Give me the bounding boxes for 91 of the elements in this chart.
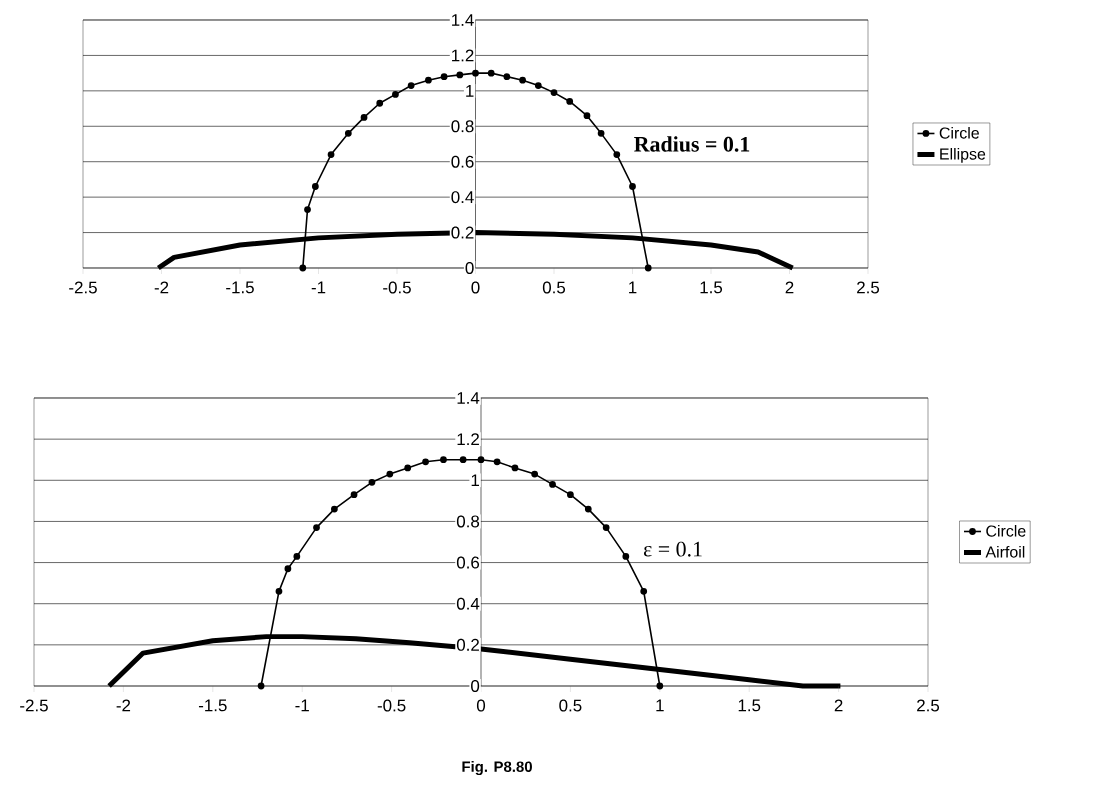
point	[644, 264, 652, 272]
point	[407, 82, 415, 89]
point	[299, 264, 307, 272]
x-tick-label: 0.5	[542, 281, 566, 294]
y-tick-label: 0	[471, 680, 480, 692]
x-tick-label: -0.5	[383, 281, 411, 294]
point	[360, 114, 368, 121]
point	[311, 183, 319, 190]
point	[368, 478, 376, 486]
point	[640, 587, 648, 595]
y-tick-label: 1.4	[457, 392, 480, 404]
point	[656, 682, 664, 690]
point	[531, 470, 539, 478]
point	[519, 76, 526, 84]
y-tick-label: 0.8	[451, 120, 474, 133]
point	[477, 456, 485, 464]
x-tick-label: 0.5	[559, 699, 582, 712]
point	[376, 99, 384, 107]
point	[503, 73, 511, 81]
point	[331, 505, 338, 513]
x-tick-label: 1.5	[700, 281, 723, 294]
y-tick-label: 1.2	[452, 49, 474, 62]
x-tick-label: -2	[154, 281, 169, 294]
point	[534, 82, 542, 89]
point	[511, 464, 519, 472]
x-tick-label: 1	[656, 699, 664, 712]
point	[440, 456, 447, 464]
y-tick-label: 0.6	[451, 155, 474, 168]
y-tick-label: 1.2	[457, 433, 479, 446]
point	[293, 553, 301, 560]
legend-label: Ellipse	[940, 147, 986, 163]
point	[584, 505, 592, 513]
annotation: Radius = 0.1	[634, 136, 750, 152]
point	[440, 73, 448, 81]
x-tick-label: -1.5	[198, 699, 227, 712]
point	[350, 491, 358, 499]
y-tick-label: 0.4	[451, 191, 474, 204]
y-tick-label: 1	[471, 474, 479, 487]
y-tick-label: 1	[466, 85, 474, 97]
x-tick-label: -1	[295, 699, 309, 712]
legend-label: Circle	[986, 524, 1026, 537]
y-tick-label: 0.6	[456, 556, 480, 569]
point	[275, 587, 283, 595]
x-tick-label: -1.5	[226, 281, 254, 294]
point	[622, 553, 630, 560]
x-tick-label: -2.5	[20, 699, 48, 712]
point	[566, 98, 574, 105]
y-tick-label: 0.8	[456, 515, 480, 528]
annotation: ε = 0.1	[643, 541, 702, 557]
point	[344, 129, 352, 137]
legend-label: Airfoil	[985, 545, 1025, 558]
x-tick-label: -0.5	[377, 699, 406, 712]
point	[629, 183, 636, 190]
x-tick-label: -1	[311, 281, 326, 294]
x-tick-label: 2	[785, 281, 794, 294]
x-tick-label: 2	[834, 699, 843, 712]
point	[602, 524, 610, 531]
point	[472, 69, 479, 77]
y-tick-label: 0.4	[456, 597, 480, 610]
point	[257, 682, 265, 690]
point	[304, 206, 311, 213]
x-tick-label: 2.5	[857, 281, 880, 294]
point	[456, 71, 464, 79]
point	[550, 89, 558, 97]
x-tick-label: 1.5	[738, 699, 761, 712]
point	[313, 524, 320, 531]
x-tick-label: -2.5	[69, 281, 97, 294]
point	[613, 151, 621, 159]
point	[487, 69, 495, 77]
y-tick-label: 0	[465, 261, 474, 274]
text: Fig. P8.80	[462, 761, 532, 775]
y-tick-label: 0.2	[456, 638, 479, 651]
point	[386, 470, 394, 478]
x-tick-label: 2.5	[917, 699, 940, 712]
point	[459, 456, 467, 464]
point	[422, 458, 429, 466]
point	[597, 129, 605, 137]
point	[583, 112, 591, 120]
point	[493, 458, 501, 466]
y-tick-label: 0.2	[451, 226, 474, 239]
x-tick-label: 1	[629, 281, 637, 294]
point	[284, 565, 292, 573]
legend-label: Circle	[939, 126, 979, 139]
point	[327, 151, 335, 159]
point	[549, 481, 556, 488]
point	[425, 76, 432, 84]
y-tick-label: 1.4	[452, 14, 474, 26]
point	[567, 491, 574, 499]
point	[392, 91, 399, 98]
x-tick-label: -2	[116, 699, 131, 712]
point	[404, 464, 412, 472]
